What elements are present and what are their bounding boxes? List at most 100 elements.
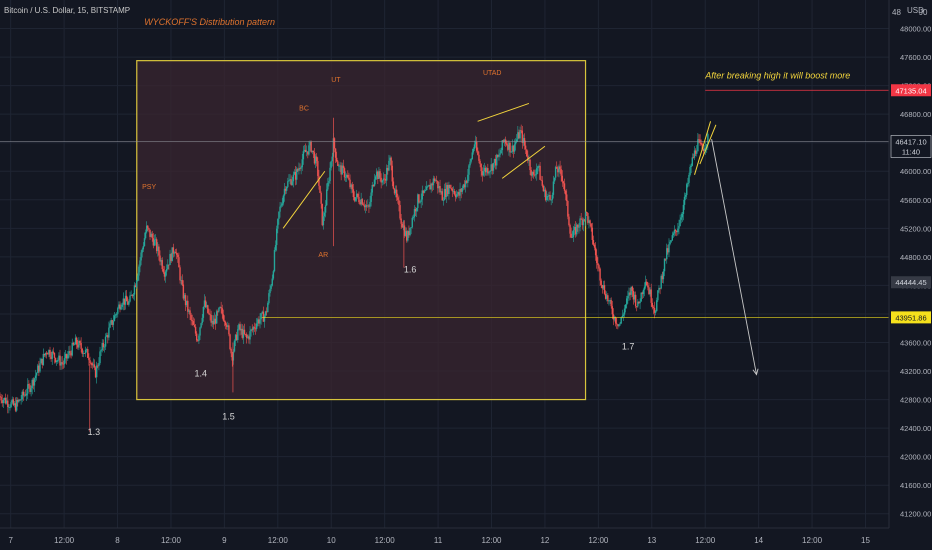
candle-body [618, 324, 620, 327]
candle-body [550, 199, 552, 201]
candle-body [416, 207, 418, 212]
candle-body [150, 233, 152, 237]
candle-body [37, 365, 39, 373]
time-axis[interactable]: 7 12:00 8 12:00 9 12:00 10 12:00 11 12:00 12 12:00 1… [8, 536, 870, 545]
candle-body [360, 199, 362, 205]
time-tick-label: 12:00 [481, 536, 502, 545]
candle-body [53, 352, 56, 358]
time-tick-label: 12:00 [161, 536, 182, 545]
candle-body [81, 348, 83, 354]
candle-body [237, 329, 239, 340]
trendline [694, 121, 712, 175]
candle-body [193, 324, 196, 327]
candle-body [497, 154, 499, 157]
candle-body [446, 185, 448, 197]
price-tick-label: 42800.00 [900, 396, 931, 405]
candle-body [660, 275, 662, 289]
candle-body [298, 168, 300, 171]
candle-body [71, 342, 73, 356]
candle-body [253, 327, 256, 329]
time-tick-label: 12:00 [54, 536, 75, 545]
candle-body [413, 209, 416, 218]
annotation-label: UT [331, 77, 341, 84]
candle-body [656, 300, 658, 312]
candle-body [510, 151, 512, 153]
annotations-layer: WYCKOFF'S Distribution pattern PSY BC UT AR U… [88, 17, 851, 437]
candle-body [598, 265, 600, 269]
candle-body [129, 295, 131, 302]
candle-body [224, 321, 227, 326]
candle-body [666, 248, 668, 260]
price-axis[interactable]: 41200.00 41600.00 42000.00 42400.00 42800.00… [890, 25, 932, 519]
candle-body [537, 166, 539, 169]
candle-body [538, 165, 540, 167]
candle-body [401, 223, 403, 228]
candle-body [205, 305, 208, 308]
candle-body [366, 205, 368, 207]
candle-body [13, 403, 16, 406]
annotation-label: 1.4 [194, 369, 207, 379]
candle-body [243, 329, 246, 335]
candle-body [184, 295, 187, 306]
candle-body [197, 340, 199, 342]
candle-body [51, 351, 53, 359]
candle-body [329, 167, 331, 182]
candle-body [472, 148, 475, 153]
candle-body [423, 190, 426, 193]
candle-body [78, 340, 80, 348]
annotation-label: BC [299, 106, 309, 113]
candle-body [649, 289, 651, 295]
candle-body [113, 315, 116, 322]
trendline [699, 124, 717, 165]
candle-body [172, 247, 175, 254]
candle-body [52, 351, 55, 353]
candle-body [547, 196, 549, 197]
candle-body [293, 171, 296, 175]
candle-body [65, 354, 68, 359]
candle-body [561, 175, 563, 182]
candle-body [670, 240, 672, 242]
candle-body [5, 400, 8, 404]
candle-body [250, 329, 252, 332]
candle-body [21, 391, 23, 400]
candle-body [99, 351, 101, 364]
candle-body [109, 323, 111, 328]
resistance-price-tag: 47135.04 [895, 86, 926, 95]
candle-body [623, 308, 626, 315]
candle-body [91, 363, 93, 366]
candle-body [248, 336, 250, 340]
candle-body [433, 178, 436, 182]
candle-body [496, 154, 498, 166]
candle-body [80, 343, 82, 349]
candle-body [92, 364, 95, 366]
candle-body [597, 262, 599, 266]
candle-body [601, 284, 603, 289]
candle-body [493, 158, 496, 163]
candle-body [213, 318, 216, 325]
candle-body [691, 157, 694, 166]
candle-body [181, 280, 183, 285]
candle-body [372, 184, 375, 187]
candle-body [393, 188, 396, 194]
candle-body [500, 150, 502, 154]
candle-body [620, 317, 622, 324]
candle-body [252, 327, 255, 330]
candle-body [624, 304, 627, 309]
candle-body [340, 165, 342, 175]
candle-body [47, 353, 49, 355]
candle-body [512, 145, 515, 152]
candle-body [494, 158, 497, 166]
candle-body [277, 219, 279, 229]
reference-price-tag: 44444.45 [895, 278, 926, 287]
distribution-box-layer [136, 60, 587, 401]
candle-body [444, 188, 447, 197]
candle-body [117, 308, 119, 314]
candle-body [207, 305, 209, 313]
candle-body [145, 225, 148, 233]
candle-body [202, 306, 205, 318]
candle-body [157, 246, 159, 252]
candle-body [679, 219, 681, 227]
candle-body [133, 285, 136, 295]
candle-body [392, 181, 395, 189]
